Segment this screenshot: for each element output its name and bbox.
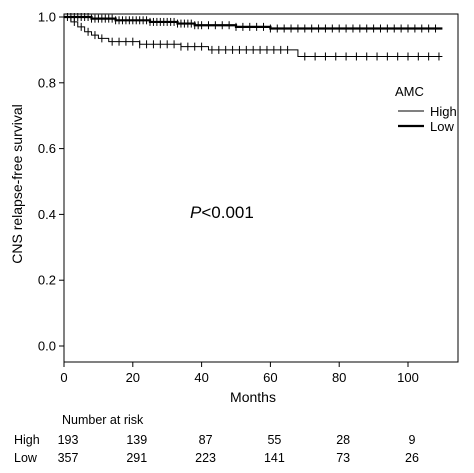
x-tick-label-0: 0	[60, 370, 67, 385]
censor-marks-low	[66, 13, 437, 33]
risk-value-high-0: 193	[58, 433, 79, 447]
x-tick-label-100: 100	[397, 370, 419, 385]
risk-table-title: Number at risk	[62, 413, 144, 427]
curve-high	[64, 16, 443, 57]
legend-title: AMC	[395, 84, 424, 99]
axes	[63, 13, 459, 363]
x-tick-label-80: 80	[332, 370, 346, 385]
risk-row-label-low: Low	[14, 451, 38, 465]
y-tick-label-0.2: 0.2	[38, 273, 56, 288]
p-value-annotation: P<0.001	[190, 203, 254, 222]
risk-row-label-high: High	[14, 433, 40, 447]
legend: AMC High Low	[395, 84, 457, 134]
risk-value-high-20: 139	[126, 433, 147, 447]
y-axis-title: CNS relapse-free survival	[9, 104, 25, 264]
risk-value-low-20: 291	[126, 451, 147, 465]
risk-value-low-80: 73	[336, 451, 350, 465]
risk-values: 193 139 87 55 28 9 357 291 223 141 73 26	[58, 433, 419, 465]
risk-value-low-0: 357	[58, 451, 79, 465]
risk-value-high-100: 9	[409, 433, 416, 447]
survival-curves	[64, 13, 443, 61]
risk-value-low-60: 141	[264, 451, 285, 465]
plot-frame	[63, 13, 459, 363]
y-tick-label-0.4: 0.4	[38, 207, 56, 222]
censor-marks-high	[73, 17, 440, 61]
risk-value-low-100: 26	[405, 451, 419, 465]
legend-label-low: Low	[430, 119, 454, 134]
p-value-prefix: P	[190, 203, 202, 222]
y-tick-label-0.8: 0.8	[38, 75, 56, 90]
curve-low	[64, 15, 443, 30]
risk-value-high-60: 55	[267, 433, 281, 447]
x-tick-label-20: 20	[126, 370, 140, 385]
y-tick-label-0.6: 0.6	[38, 141, 56, 156]
risk-value-high-40: 87	[199, 433, 213, 447]
number-at-risk-table: Number at risk High Low 193 139 87 55 28 9 357…	[14, 413, 419, 465]
p-value-text: <0.001	[201, 203, 253, 222]
y-tick-label-1.0: 1.0	[38, 10, 56, 25]
x-tick-label-60: 60	[263, 370, 277, 385]
legend-label-high: High	[430, 104, 457, 119]
risk-value-high-80: 28	[336, 433, 350, 447]
risk-value-low-40: 223	[195, 451, 216, 465]
ticks: 0 20 40 60 80 100 0.0 0.2 0.4 0.6 0.8 1.0	[38, 10, 419, 386]
x-axis-title: Months	[230, 389, 276, 405]
y-tick-label-0.0: 0.0	[38, 339, 56, 354]
x-tick-label-40: 40	[194, 370, 208, 385]
